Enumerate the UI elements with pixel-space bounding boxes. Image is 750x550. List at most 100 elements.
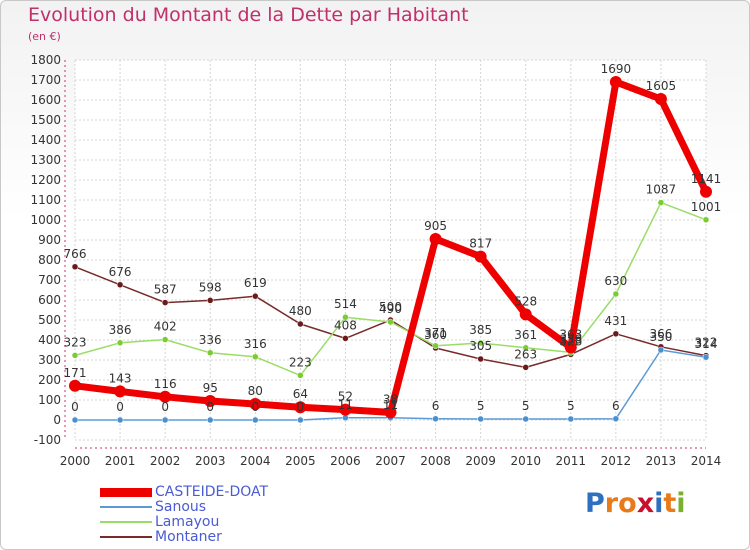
legend-swatch — [100, 536, 152, 538]
y-tick-label: 700 — [38, 273, 61, 287]
y-tick-label: 200 — [38, 373, 61, 387]
legend-item[interactable]: Montaner — [100, 529, 340, 545]
data-point — [702, 216, 710, 224]
x-tick-label: 2000 — [60, 454, 91, 468]
data-label: 95 — [203, 381, 218, 395]
logo-letter: x — [636, 488, 655, 519]
data-point — [161, 299, 169, 306]
legend-swatch — [100, 506, 152, 508]
data-label: 1141 — [691, 172, 722, 186]
data-point — [204, 395, 217, 407]
x-tick-label: 2004 — [240, 454, 271, 468]
data-point — [477, 415, 484, 423]
data-label: 500 — [379, 300, 402, 314]
y-tick-label: 400 — [38, 333, 61, 347]
y-tick-label: 1700 — [30, 73, 61, 87]
y-tick-label: 800 — [38, 253, 61, 267]
chart-unit: (en €) — [28, 30, 61, 43]
x-tick-label: 2008 — [420, 454, 451, 468]
data-label: 514 — [334, 297, 357, 311]
data-point — [612, 415, 620, 423]
logo-letter: t — [663, 488, 677, 519]
x-tick-label: 2001 — [105, 454, 136, 468]
legend-label: Sanous — [155, 499, 207, 515]
data-point — [69, 379, 81, 392]
legend-swatch — [100, 488, 152, 497]
data-label: 528 — [514, 294, 537, 308]
data-point — [249, 398, 262, 410]
legend-label: Montaner — [155, 529, 222, 545]
data-point — [477, 355, 484, 363]
logo-letter: o — [618, 488, 637, 519]
data-point — [297, 416, 304, 424]
x-tick-label: 2007 — [375, 454, 406, 468]
data-point — [159, 390, 172, 403]
data-point — [71, 416, 79, 424]
data-label: 5 — [522, 399, 530, 413]
data-label: 263 — [514, 347, 537, 361]
data-point — [71, 352, 79, 359]
data-point — [432, 342, 439, 350]
x-tick-label: 2003 — [195, 454, 226, 468]
data-label: 6 — [612, 399, 620, 413]
x-tick-label: 2002 — [150, 454, 181, 468]
data-point — [519, 308, 532, 321]
data-point — [567, 415, 575, 423]
legend-item[interactable]: Sanous — [100, 499, 340, 515]
y-tick-label: 500 — [38, 313, 61, 327]
logo-letter: i — [676, 488, 686, 519]
data-label: 322 — [695, 336, 718, 350]
x-tick-label: 2011 — [556, 454, 587, 468]
legend-item[interactable]: CASTEIDE-DOAT — [100, 484, 340, 500]
data-point — [342, 313, 349, 321]
x-tick-label: 2005 — [285, 454, 316, 468]
data-label: 305 — [469, 339, 492, 353]
data-label: 386 — [109, 323, 132, 337]
data-label: 598 — [199, 280, 222, 294]
legend: CASTEIDE-DOAT Sanous Lamayou Montaner — [100, 484, 340, 545]
data-point — [339, 403, 352, 416]
x-tick-label: 2009 — [465, 454, 496, 468]
data-label: 52 — [338, 390, 353, 404]
data-label: 11 — [338, 398, 353, 412]
x-tick-label: 2014 — [691, 454, 722, 468]
data-point — [206, 416, 214, 424]
x-tick-label: 2010 — [510, 454, 541, 468]
data-label: 323 — [64, 335, 87, 349]
proxiti-logo: Proxiti — [585, 488, 686, 519]
data-label: 6 — [432, 399, 440, 413]
y-tick-label: 300 — [38, 353, 61, 367]
data-label: 171 — [64, 366, 87, 380]
legend-swatch — [100, 521, 152, 523]
data-label: 817 — [469, 237, 492, 251]
data-point — [612, 330, 620, 338]
data-label: 11 — [383, 398, 398, 412]
y-tick-label: 100 — [38, 393, 61, 407]
logo-letter: P — [585, 488, 605, 519]
logo-letter: r — [604, 488, 619, 519]
data-label: 328 — [559, 334, 582, 348]
y-tick-label: 600 — [38, 293, 61, 307]
data-point — [116, 416, 124, 424]
y-tick-label: 0 — [53, 413, 61, 427]
data-point — [700, 185, 712, 198]
data-point — [702, 353, 710, 361]
legend-label: CASTEIDE-DOAT — [155, 484, 269, 500]
data-label: 338 — [559, 332, 582, 346]
data-point — [522, 415, 529, 423]
data-label: 5 — [567, 399, 575, 413]
legend-item[interactable]: Lamayou — [100, 514, 340, 530]
data-point — [474, 250, 487, 263]
data-label: 480 — [289, 304, 312, 318]
data-label: 223 — [289, 355, 312, 369]
data-point — [252, 292, 259, 300]
data-point — [114, 385, 127, 398]
logo-letter: i — [654, 488, 664, 519]
data-point — [657, 346, 665, 354]
chart-title: Evolution du Montant de la Dette par Hab… — [28, 4, 469, 26]
data-point — [522, 364, 529, 371]
data-label: 766 — [64, 247, 87, 261]
data-label: 619 — [244, 276, 267, 290]
data-point — [387, 318, 394, 326]
data-point — [71, 263, 79, 271]
